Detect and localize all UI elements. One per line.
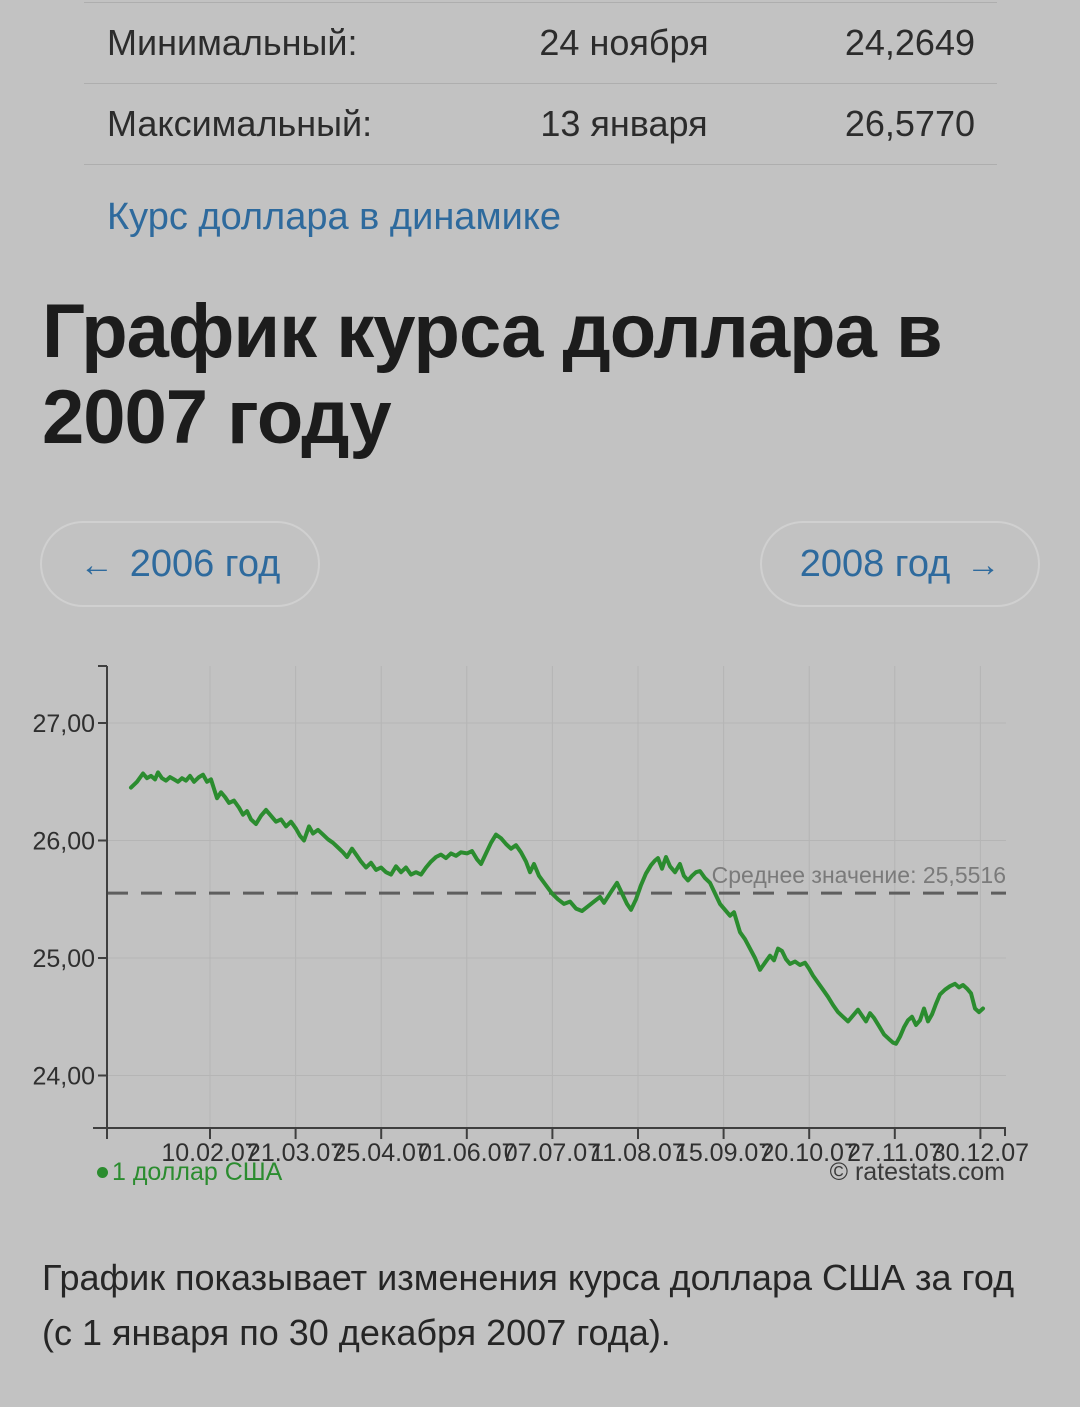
legend-label: 1 доллар США bbox=[112, 1158, 283, 1186]
chart-description: График показывает изменения курса доллар… bbox=[42, 1257, 1015, 1353]
prev-year-label: 2006 год bbox=[129, 542, 281, 585]
x-tick-label: 25.04.07 bbox=[333, 1139, 430, 1167]
y-tick-label: 27,00 bbox=[32, 710, 95, 738]
row-date: 13 января bbox=[540, 103, 708, 144]
series-line bbox=[129, 770, 985, 1046]
x-tick-label: 20.10.07 bbox=[761, 1139, 858, 1167]
dollar-dynamics-link[interactable]: Курс доллара в динамике bbox=[107, 196, 561, 238]
chart-canvas: 10.02.0721.03.0725.04.0701.06.0707.07.07… bbox=[32, 665, 1029, 1167]
row-date: 24 ноября bbox=[539, 22, 709, 63]
chart-legend: 1 доллар США © ratestats.com bbox=[0, 1158, 1080, 1187]
x-tick-label: 01.06.07 bbox=[418, 1139, 515, 1167]
row-value: 26,5770 bbox=[844, 103, 975, 144]
left-arrow-icon: ← bbox=[79, 545, 114, 584]
row-label: Минимальный: bbox=[107, 22, 358, 63]
right-arrow-icon: → bbox=[966, 545, 1001, 584]
legend-item: 1 доллар США bbox=[97, 1158, 282, 1187]
row-value: 24,2649 bbox=[844, 22, 975, 63]
table-row: Минимальный: 24 ноября 24,2649 bbox=[84, 2, 997, 84]
year-navigation: ← 2006 год 2008 год → bbox=[40, 521, 1040, 607]
row-label: Максимальный: bbox=[107, 103, 373, 144]
y-tick-label: 25,00 bbox=[32, 945, 95, 973]
usd-rate-chart: 10.02.07 21.03.07 25.04.07 01.06.07 07.07.07… bbox=[0, 653, 1080, 1198]
x-tick-label: 11.08.07 bbox=[590, 1139, 685, 1167]
next-year-label: 2008 год bbox=[799, 542, 951, 585]
average-label: Среднее значение: 25,5516 bbox=[712, 862, 1006, 888]
x-tick-label: 10.02.07 bbox=[161, 1139, 258, 1167]
next-year-button[interactable]: 2008 год → bbox=[760, 521, 1040, 607]
y-tick-label: 26,00 bbox=[32, 828, 95, 856]
x-tick-label: 15.09.07 bbox=[675, 1139, 772, 1167]
page-title: График курса доллара в 2007 году bbox=[42, 289, 943, 460]
copyright-label: © ratestats.com bbox=[829, 1158, 1005, 1186]
table-row: Максимальный: 13 января 26,5770 bbox=[84, 84, 997, 165]
x-tick-label: 07.07.07 bbox=[504, 1139, 601, 1167]
x-tick-label: 27.11.07 bbox=[847, 1139, 942, 1167]
prev-year-button[interactable]: ← 2006 год bbox=[40, 521, 320, 607]
legend-marker-icon bbox=[97, 1167, 108, 1178]
stats-table: Минимальный: 24 ноября 24,2649 Максималь… bbox=[84, 2, 997, 165]
x-tick-label: 30.12.07 bbox=[932, 1139, 1029, 1167]
y-tick-label: 24,00 bbox=[32, 1063, 95, 1091]
x-tick-label: 21.03.07 bbox=[247, 1139, 344, 1167]
